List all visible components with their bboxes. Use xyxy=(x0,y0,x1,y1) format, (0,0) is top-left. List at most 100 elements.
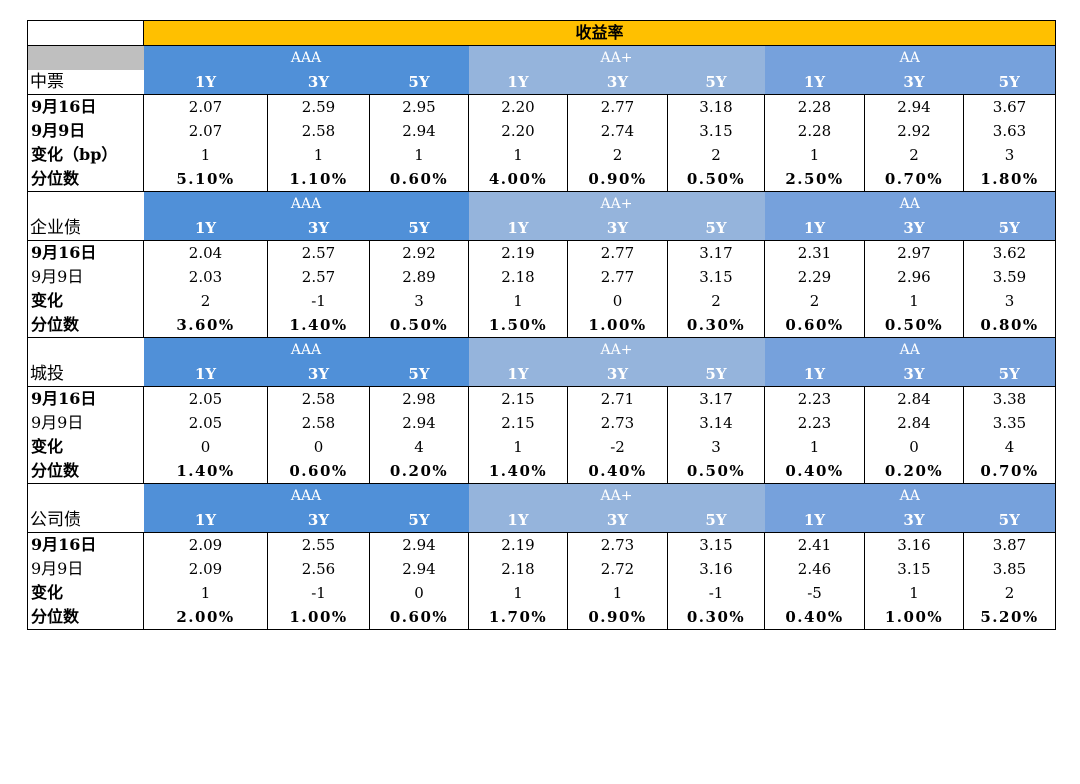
value-cell: 2.57 xyxy=(267,240,370,265)
table-row: 9月9日 2.07 2.58 2.94 2.20 2.74 3.15 2.28 2.92 3.63 xyxy=(27,119,1056,143)
table-row: 9月9日 2.09 2.56 2.94 2.18 2.72 3.16 2.46 3.15 3.85 xyxy=(27,557,1056,581)
value-cell: 1.40% xyxy=(468,459,568,484)
tenor-header: 5Y xyxy=(667,70,765,95)
value-cell: 2.28 xyxy=(764,94,865,119)
value-cell: -2 xyxy=(567,435,668,459)
value-cell: 1 xyxy=(468,435,568,459)
row-label: 变化 xyxy=(27,435,144,459)
value-cell: 2 xyxy=(963,581,1056,605)
value-cell: 1.10% xyxy=(267,167,370,192)
value-cell: 1 xyxy=(567,581,668,605)
value-cell: 0.60% xyxy=(267,459,370,484)
value-cell: 2.04 xyxy=(143,240,268,265)
value-cell: 1.50% xyxy=(468,313,568,338)
value-cell: 2.07 xyxy=(143,119,268,143)
row-label: 变化 xyxy=(27,581,144,605)
value-cell: 2.94 xyxy=(369,411,469,435)
value-cell: 0.60% xyxy=(369,167,469,192)
group-label: 公司债 xyxy=(27,508,144,533)
value-cell: 3 xyxy=(667,435,765,459)
tenor-header: 3Y xyxy=(267,362,370,387)
row-label: 分位数 xyxy=(27,605,144,630)
value-cell: 0 xyxy=(864,435,964,459)
table-row: 变化 0 0 4 1 -2 3 1 0 4 xyxy=(27,435,1056,459)
value-cell: 0.50% xyxy=(369,313,469,338)
rating-header: AA+ xyxy=(468,337,765,362)
value-cell: 2.58 xyxy=(267,119,370,143)
value-cell: 2.94 xyxy=(369,532,469,557)
group-label: 城投 xyxy=(27,362,144,387)
value-cell: 3.85 xyxy=(963,557,1056,581)
value-cell: 1 xyxy=(143,143,268,167)
value-cell: 2.94 xyxy=(369,119,469,143)
value-cell: 1 xyxy=(864,581,964,605)
group-label: 中票 xyxy=(27,70,144,95)
value-cell: 0.70% xyxy=(864,167,964,192)
group-label-top xyxy=(27,191,144,216)
table-row: 9月16日 2.05 2.58 2.98 2.15 2.71 3.17 2.23 2.84 3.3… xyxy=(27,386,1056,411)
value-cell: 1 xyxy=(468,143,568,167)
value-cell: 3.17 xyxy=(667,386,765,411)
value-cell: 2.96 xyxy=(864,265,964,289)
value-cell: 2.23 xyxy=(764,386,865,411)
value-cell: 0.60% xyxy=(764,313,865,338)
row-label: 变化（bp） xyxy=(27,143,144,167)
tenor-header: 1Y xyxy=(143,70,268,95)
tenor-header: 3Y xyxy=(267,508,370,533)
table-row: 分位数 3.60% 1.40% 0.50% 1.50% 1.00% 0.30% 0.60% 0.… xyxy=(27,313,1056,338)
tenor-header: 3Y xyxy=(864,362,964,387)
value-cell: 4 xyxy=(963,435,1056,459)
rating-header: AAA xyxy=(143,45,469,70)
table-row: 9月9日 2.03 2.57 2.89 2.18 2.77 3.15 2.29 2.96 3.59 xyxy=(27,265,1056,289)
tenor-header: 3Y xyxy=(567,216,668,241)
table-title: 收益率 xyxy=(143,20,1056,46)
value-cell: 2.20 xyxy=(468,94,568,119)
value-cell: 3.38 xyxy=(963,386,1056,411)
row-label: 9月9日 xyxy=(27,557,144,581)
value-cell: 3 xyxy=(963,289,1056,313)
value-cell: 0.50% xyxy=(864,313,964,338)
row-label: 9月16日 xyxy=(27,386,144,411)
title-row: 收益率 xyxy=(27,20,1056,46)
value-cell: 1 xyxy=(764,143,865,167)
tenor-header: 5Y xyxy=(667,508,765,533)
value-cell: -5 xyxy=(764,581,865,605)
value-cell: 3.62 xyxy=(963,240,1056,265)
value-cell: 0.20% xyxy=(369,459,469,484)
tenor-header: 1Y xyxy=(468,362,568,387)
row-label: 分位数 xyxy=(27,313,144,338)
value-cell: 0.80% xyxy=(963,313,1056,338)
tenor-header: 3Y xyxy=(567,70,668,95)
value-cell: 3.35 xyxy=(963,411,1056,435)
value-cell: 1.00% xyxy=(267,605,370,630)
tenor-row: 企业债 1Y 3Y 5Y 1Y 3Y 5Y 1Y 3Y 5Y xyxy=(27,216,1056,241)
table-row: 分位数 2.00% 1.00% 0.60% 1.70% 0.90% 0.30% 0.40% 1.… xyxy=(27,605,1056,630)
value-cell: 2.03 xyxy=(143,265,268,289)
value-cell: 2.29 xyxy=(764,265,865,289)
yield-table-body: 收益率 AAA AA+ AA 中票 1Y 3Y 5Y 1Y 3Y 5Y 1Y 3Y 5Y 9月16日 2.0… xyxy=(27,20,1056,630)
value-cell: 4 xyxy=(369,435,469,459)
tenor-header: 5Y xyxy=(963,362,1056,387)
table-row: 变化 1 -1 0 1 1 -1 -5 1 2 xyxy=(27,581,1056,605)
table-row: 9月9日 2.05 2.58 2.94 2.15 2.73 3.14 2.23 2.84 3.35 xyxy=(27,411,1056,435)
value-cell: 0.40% xyxy=(567,459,668,484)
value-cell: 3.63 xyxy=(963,119,1056,143)
table-row: 分位数 1.40% 0.60% 0.20% 1.40% 0.40% 0.50% 0.40% 0.… xyxy=(27,459,1056,484)
tenor-header: 5Y xyxy=(963,508,1056,533)
value-cell: 2.15 xyxy=(468,386,568,411)
value-cell: -1 xyxy=(267,289,370,313)
table-row: 9月16日 2.09 2.55 2.94 2.19 2.73 3.15 2.41 3.16 3.8… xyxy=(27,532,1056,557)
value-cell: 2.92 xyxy=(369,240,469,265)
tenor-header: 3Y xyxy=(267,70,370,95)
tenor-header: 5Y xyxy=(667,216,765,241)
rating-header: AA+ xyxy=(468,483,765,508)
table-row: 9月16日 2.07 2.59 2.95 2.20 2.77 3.18 2.28 2.94 3.6… xyxy=(27,94,1056,119)
yield-table: 收益率 AAA AA+ AA 中票 1Y 3Y 5Y 1Y 3Y 5Y 1Y 3Y 5Y 9月16日 2.0… xyxy=(27,20,1056,630)
rating-header: AA xyxy=(764,483,1056,508)
tenor-header: 1Y xyxy=(468,508,568,533)
value-cell: 3.60% xyxy=(143,313,268,338)
row-label: 分位数 xyxy=(27,167,144,192)
value-cell: 2.57 xyxy=(267,265,370,289)
value-cell: 2.84 xyxy=(864,411,964,435)
rating-header: AAA xyxy=(143,483,469,508)
